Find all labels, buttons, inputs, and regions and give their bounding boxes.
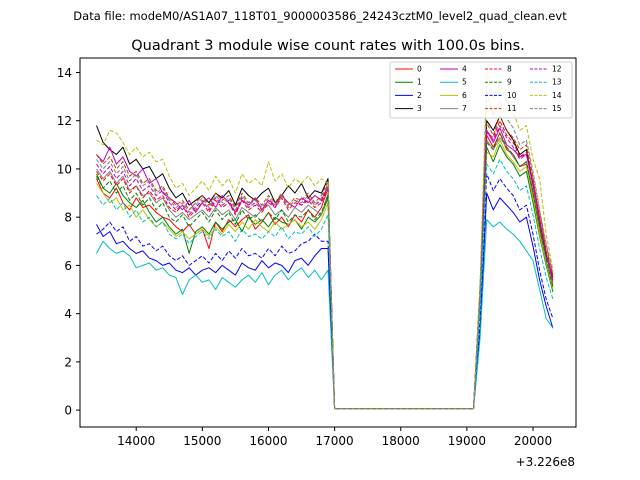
x-tick-label: 14000	[117, 434, 155, 448]
legend-label-0: 0	[417, 65, 422, 74]
legend-label-1: 1	[417, 78, 422, 87]
legend-label-8: 8	[507, 65, 512, 74]
legend-label-2: 2	[417, 91, 422, 100]
y-tick-label: 8	[64, 211, 72, 225]
legend-label-9: 9	[507, 78, 512, 87]
legend-label-7: 7	[462, 104, 467, 113]
data-file-label: Data file: modeM0/AS1A07_118T01_90000035…	[73, 9, 567, 23]
x-axis-offset-label: +3.226e8	[516, 455, 575, 469]
x-tick-label: 17000	[316, 434, 354, 448]
series-line-13	[96, 158, 554, 410]
y-tick-label: 4	[64, 307, 72, 321]
x-tick-label: 15000	[183, 434, 221, 448]
legend-label-10: 10	[507, 91, 517, 100]
y-axis: 0 2 4 6 8 10 12 14	[57, 66, 80, 418]
legend-label-11: 11	[507, 104, 517, 113]
legend-label-14: 14	[552, 91, 562, 100]
series-line-15	[96, 91, 554, 410]
legend-label-3: 3	[417, 104, 422, 113]
legend-label-13: 13	[552, 78, 562, 87]
legend-label-5: 5	[462, 78, 467, 87]
y-tick-label: 12	[57, 114, 72, 128]
x-axis: 14000 15000 16000 17000 18000 19000 20000	[117, 427, 552, 448]
x-tick-label: 16000	[249, 434, 287, 448]
legend-label-12: 12	[552, 65, 562, 74]
series-line-5	[96, 219, 554, 410]
x-tick-label: 18000	[382, 434, 420, 448]
y-tick-label: 0	[64, 404, 72, 418]
chart-title: Quadrant 3 module wise count rates with …	[131, 38, 525, 54]
y-tick-label: 6	[64, 259, 72, 273]
y-tick-label: 14	[57, 66, 72, 80]
x-tick-label: 20000	[514, 434, 552, 448]
legend-box	[389, 61, 573, 119]
series-layer	[96, 72, 554, 410]
legend-label-4: 4	[462, 65, 467, 74]
axes-frame	[79, 57, 577, 428]
legend-label-6: 6	[462, 91, 467, 100]
series-line-14	[96, 72, 554, 410]
y-tick-label: 10	[57, 162, 72, 176]
y-tick-label: 2	[64, 355, 72, 369]
legend-label-15: 15	[552, 104, 562, 113]
x-tick-label: 19000	[448, 434, 486, 448]
series-line-10	[96, 173, 554, 410]
